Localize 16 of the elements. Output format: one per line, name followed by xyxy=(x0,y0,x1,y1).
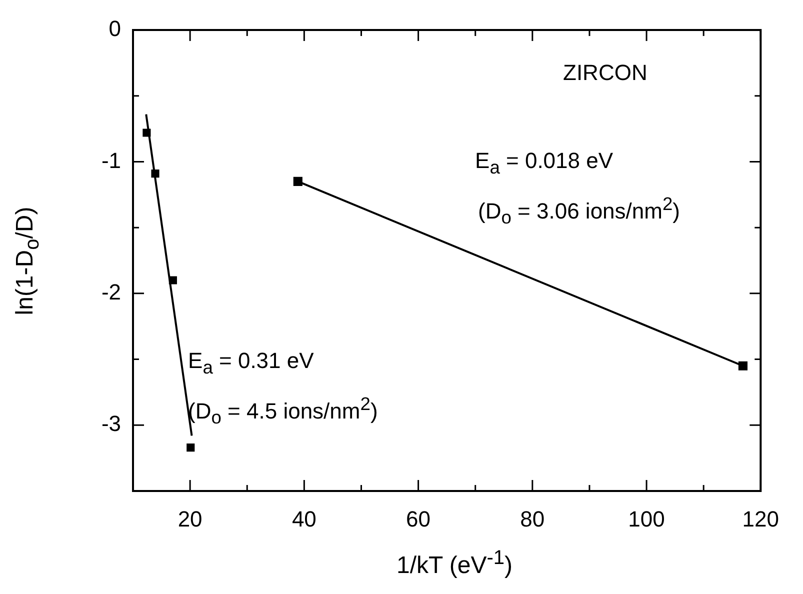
x-tick-label: 20 xyxy=(178,506,202,532)
y-tick-label: 0 xyxy=(108,16,121,42)
x-tick-label: 100 xyxy=(628,506,665,532)
x-tick-label: 40 xyxy=(292,506,316,532)
annotation: E$_{a}$ = 0.018 eV xyxy=(475,148,614,178)
x-tick-label: 120 xyxy=(742,506,780,532)
x-tick-label: 80 xyxy=(520,506,545,532)
x-axis-title: 1/kT (eV$^{-1}$) xyxy=(396,546,513,581)
x-tick-label: 60 xyxy=(406,506,431,532)
annotation: (D$_{o}$ = 4.5 ions/nm$^{2}$) xyxy=(188,393,378,429)
y-tick-label: -1 xyxy=(101,148,121,173)
annotation: E$_{a}$ = 0.31 eV xyxy=(188,348,314,378)
y-tick-label: -2 xyxy=(101,279,121,304)
annotation: (D$_{o}$ = 3.06 ions/nm$^{2}$) xyxy=(478,193,680,229)
annotation: ZIRCON xyxy=(563,60,648,86)
y-tick-label: -3 xyxy=(101,411,121,436)
